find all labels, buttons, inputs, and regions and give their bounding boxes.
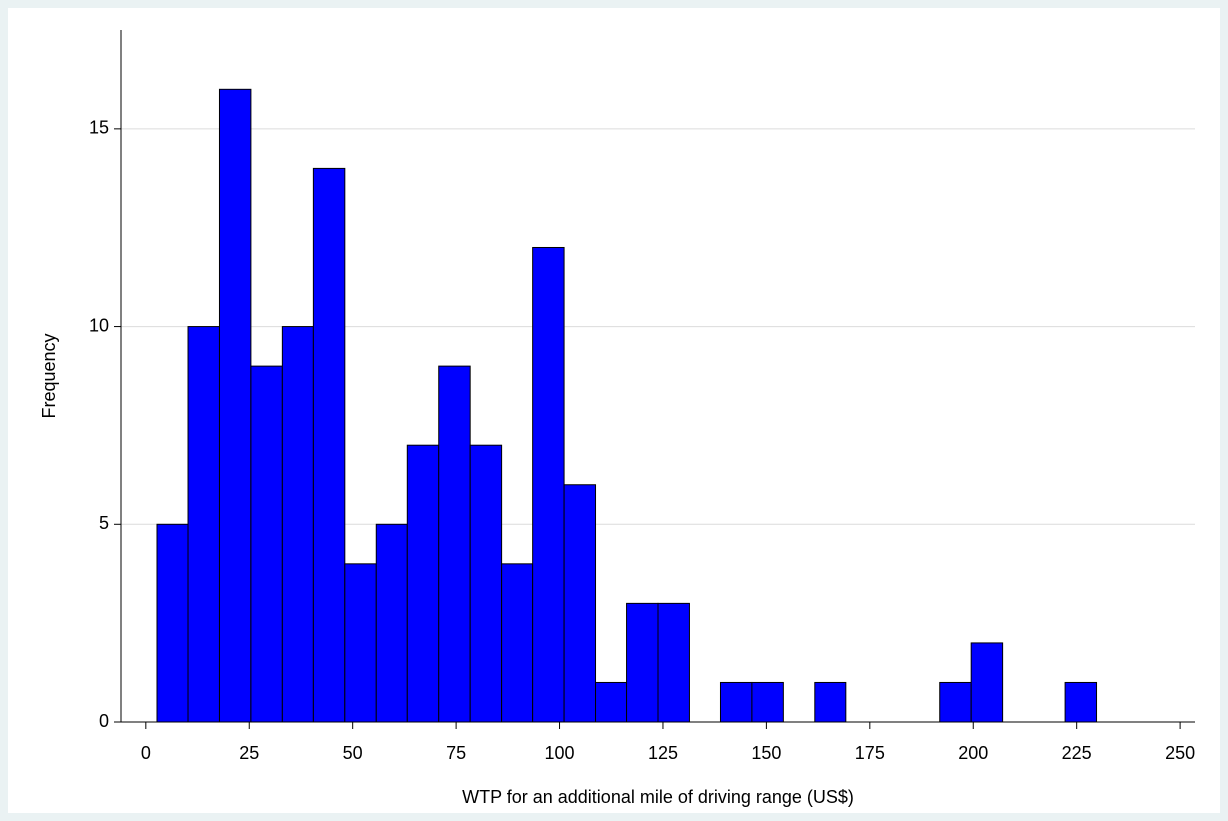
bar: [626, 602, 659, 723]
x-tick-label: 75: [446, 743, 466, 763]
bar: [501, 563, 534, 723]
x-tick-label: 25: [239, 743, 259, 763]
bar: [939, 681, 972, 723]
x-tick-label: 250: [1165, 743, 1195, 763]
bar: [218, 88, 252, 723]
bar: [187, 326, 220, 723]
x-tick-label: 225: [1062, 743, 1092, 763]
bar: [595, 681, 628, 723]
x-tick-label: 125: [648, 743, 678, 763]
bar: [312, 167, 346, 723]
bar: [156, 523, 189, 723]
bar: [250, 365, 283, 723]
bar: [344, 563, 377, 723]
bar: [1064, 681, 1098, 723]
y-tick-label: 10: [89, 315, 109, 335]
x-tick-label: 100: [545, 743, 575, 763]
bar: [719, 681, 753, 723]
bar: [657, 602, 690, 723]
y-tick-label: 5: [99, 513, 109, 533]
x-tick-label: 50: [343, 743, 363, 763]
bar: [281, 326, 314, 723]
x-axis-title: WTP for an additional mile of driving ra…: [462, 787, 854, 807]
x-tick-label: 175: [855, 743, 885, 763]
y-tick-label: 15: [89, 118, 109, 138]
bar: [970, 642, 1004, 723]
bar: [751, 681, 784, 723]
bar: [438, 365, 471, 723]
bar: [375, 523, 408, 723]
bar: [814, 681, 847, 723]
bar: [469, 444, 503, 723]
y-axis-title: Frequency: [39, 333, 59, 418]
x-tick-label: 0: [141, 743, 151, 763]
bar: [406, 444, 440, 723]
bar: [563, 484, 597, 723]
bar: [532, 246, 565, 723]
x-tick-label: 200: [958, 743, 988, 763]
y-tick-label: 0: [99, 711, 109, 731]
x-tick-label: 150: [751, 743, 781, 763]
